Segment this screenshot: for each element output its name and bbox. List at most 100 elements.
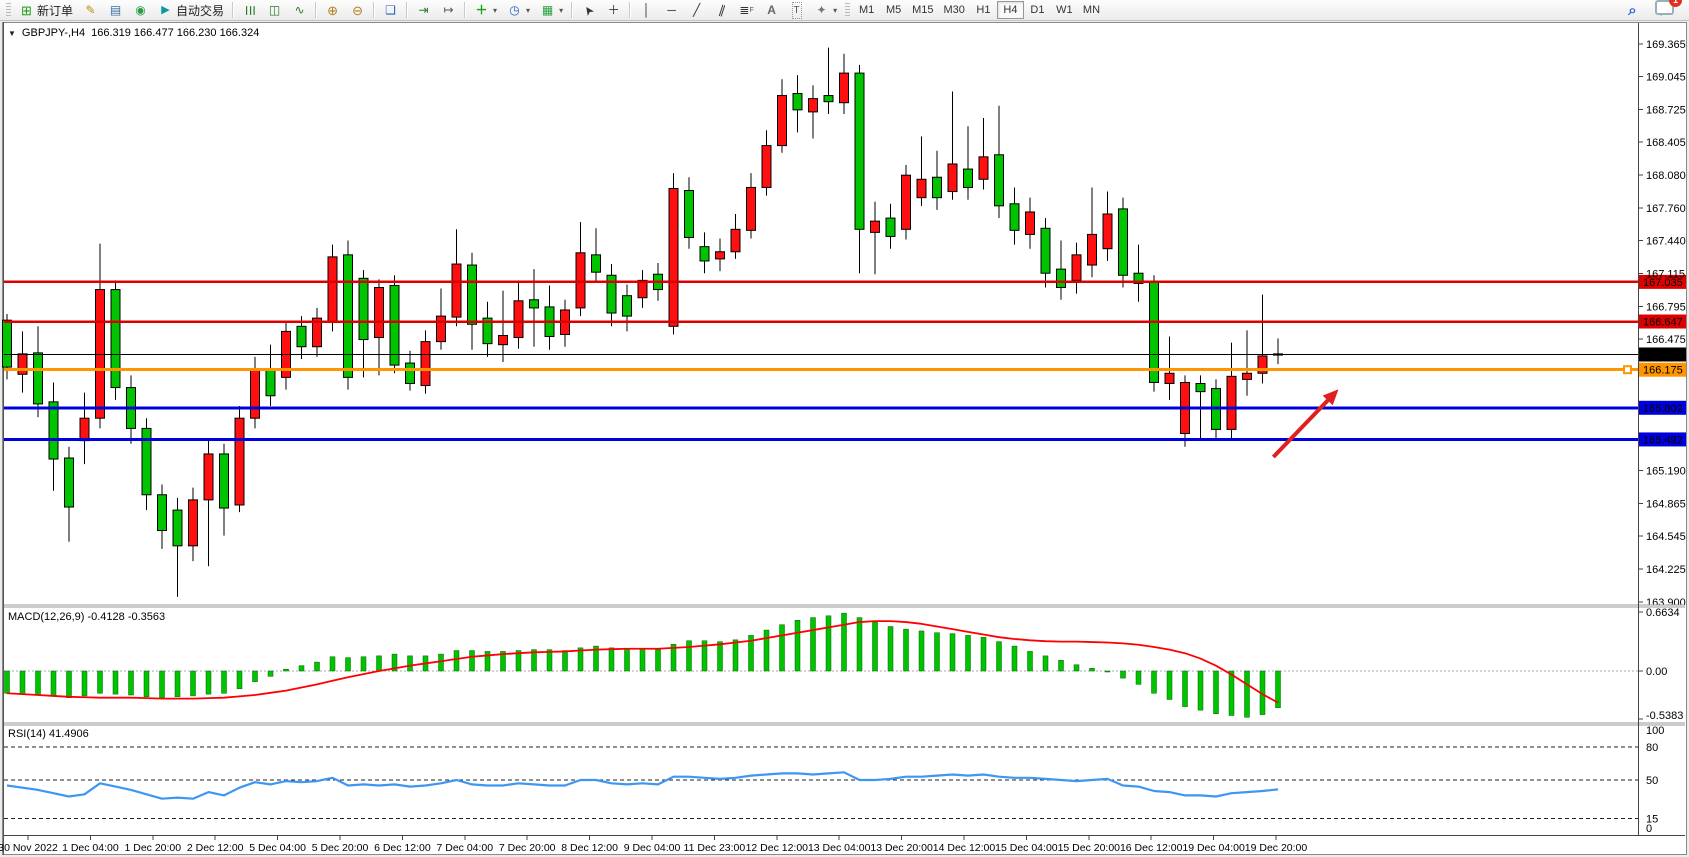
- cursor-button[interactable]: [577, 1, 600, 20]
- candle: [932, 176, 942, 199]
- price-tick-label: 168.725: [1646, 104, 1686, 116]
- zoom-in-icon: [325, 3, 340, 18]
- price-tag-166.324: [1639, 347, 1686, 362]
- crosshair-button[interactable]: [602, 1, 625, 20]
- line-selection-handle[interactable]: [1623, 365, 1632, 375]
- macd-histogram-bar: [608, 647, 615, 672]
- price-tick-label: 166.795: [1646, 301, 1686, 313]
- trend-arrow-line[interactable]: [1271, 394, 1334, 459]
- candle: [1071, 254, 1082, 281]
- autotrading-icon: [158, 3, 173, 18]
- macd-histogram-bar: [810, 617, 816, 672]
- templates-button[interactable]: ▾: [536, 1, 567, 20]
- macd-histogram-bar: [252, 670, 258, 682]
- macd-signal-line: [6, 620, 1279, 704]
- vertical-line-button[interactable]: [635, 1, 658, 20]
- signals-button[interactable]: [129, 1, 152, 20]
- trendline-button[interactable]: [685, 1, 708, 20]
- price-tag-text: 166.647: [1643, 317, 1683, 329]
- equidistant-channel-button[interactable]: [710, 1, 733, 20]
- macd-histogram-bar: [391, 653, 398, 672]
- macd-histogram-bar: [236, 670, 243, 690]
- autotrading-button[interactable]: 自动交易: [154, 1, 228, 20]
- candle: [219, 453, 229, 509]
- candle: [451, 263, 462, 318]
- macd-histogram-bar: [174, 670, 181, 698]
- price-tick-label: 165.190: [1646, 465, 1686, 477]
- vertical-line-icon: [639, 3, 654, 18]
- zoom-in-button[interactable]: [321, 1, 344, 20]
- templates-dropdown-icon[interactable]: ▾: [559, 5, 564, 15]
- arrows-dropdown-icon[interactable]: ▾: [833, 5, 838, 15]
- macd-histogram-bar: [1244, 670, 1250, 718]
- autotrading-label: 自动交易: [176, 3, 225, 18]
- bar-chart-button[interactable]: [238, 1, 261, 20]
- candle: [358, 277, 369, 341]
- horizontal-line-button[interactable]: [660, 1, 683, 20]
- indicators-button[interactable]: ▾: [470, 1, 501, 20]
- time-label: 30 Nov 2022: [0, 842, 58, 854]
- timeframe-m1-button[interactable]: M1: [853, 1, 880, 19]
- rsi-axis-label: 0: [1646, 823, 1652, 835]
- candle: [250, 368, 260, 419]
- macd-histogram-bar: [298, 665, 305, 672]
- timeframe-h4-button[interactable]: H4: [996, 1, 1024, 19]
- market-watch-button[interactable]: [104, 1, 127, 20]
- trendline-icon: [689, 3, 704, 18]
- macd-histogram-bar: [112, 670, 119, 695]
- periods-dropdown-icon[interactable]: ▾: [526, 5, 531, 15]
- timeframe-mn-button[interactable]: MN: [1078, 1, 1105, 19]
- zoom-out-button[interactable]: [346, 1, 369, 20]
- indicators-dropdown-icon[interactable]: ▾: [493, 5, 498, 15]
- text-button[interactable]: [760, 1, 783, 20]
- rsi-axis-label: 80: [1646, 742, 1658, 754]
- new-order-button[interactable]: 新订单: [15, 1, 77, 20]
- candle: [808, 98, 818, 113]
- macd-histogram-bar: [996, 641, 1002, 672]
- timeframe-m30-button[interactable]: M30: [939, 1, 970, 19]
- candle: [1195, 382, 1206, 393]
- candle: [327, 256, 338, 322]
- price-tag-text: 167.035: [1643, 277, 1683, 289]
- search-button[interactable]: [1621, 1, 1644, 20]
- notifications-button[interactable]: 1: [1655, 0, 1682, 20]
- timeframe-w1-button[interactable]: W1: [1051, 1, 1078, 19]
- macd-histogram-bar: [143, 670, 150, 698]
- chart-menu-icon[interactable]: ▼: [8, 28, 16, 38]
- macd-histogram-bar: [655, 649, 661, 672]
- chart-symbol-period: GBPJPY-,H4: [21, 27, 86, 39]
- text-label-button[interactable]: [785, 1, 808, 20]
- toolbar-grip[interactable]: [6, 3, 11, 17]
- timeframe-m15-button[interactable]: M15: [907, 1, 938, 19]
- time-label: 7 Dec 20:00: [499, 842, 556, 854]
- metaeditor-button[interactable]: [79, 1, 102, 20]
- periods-button[interactable]: ▾: [503, 1, 534, 20]
- auto-scroll-button[interactable]: [412, 1, 435, 20]
- candlestick-chart-button[interactable]: [263, 1, 286, 20]
- candle: [699, 246, 710, 262]
- line-chart-button[interactable]: [288, 1, 311, 20]
- timeframe-h1-button[interactable]: H1: [970, 1, 997, 19]
- time-label: 6 Dec 12:00: [374, 842, 431, 854]
- macd-histogram-bar: [267, 670, 274, 677]
- candle: [715, 251, 725, 260]
- fibonacci-button[interactable]: [735, 1, 758, 20]
- candle: [405, 362, 415, 384]
- arrows-button[interactable]: ▾: [810, 1, 841, 20]
- tile-windows-button[interactable]: [379, 1, 402, 20]
- chart-shift-button[interactable]: [437, 1, 460, 20]
- candle: [947, 163, 958, 193]
- timeframe-toolbar-grip[interactable]: [845, 3, 851, 17]
- timeframe-d1-button[interactable]: D1: [1024, 1, 1051, 19]
- trend-arrow-head[interactable]: [1322, 389, 1339, 406]
- candlestick-chart-icon: [267, 3, 282, 18]
- candle: [978, 156, 989, 180]
- macd-histogram-bar: [546, 649, 553, 672]
- timeframe-m5-button[interactable]: M5: [880, 1, 907, 19]
- macd-axis-label: 0.6634: [1646, 607, 1680, 619]
- price-tick-label: 169.365: [1646, 39, 1686, 51]
- candle: [1009, 203, 1020, 231]
- candle: [575, 252, 586, 309]
- macd-histogram-bar: [1135, 670, 1142, 685]
